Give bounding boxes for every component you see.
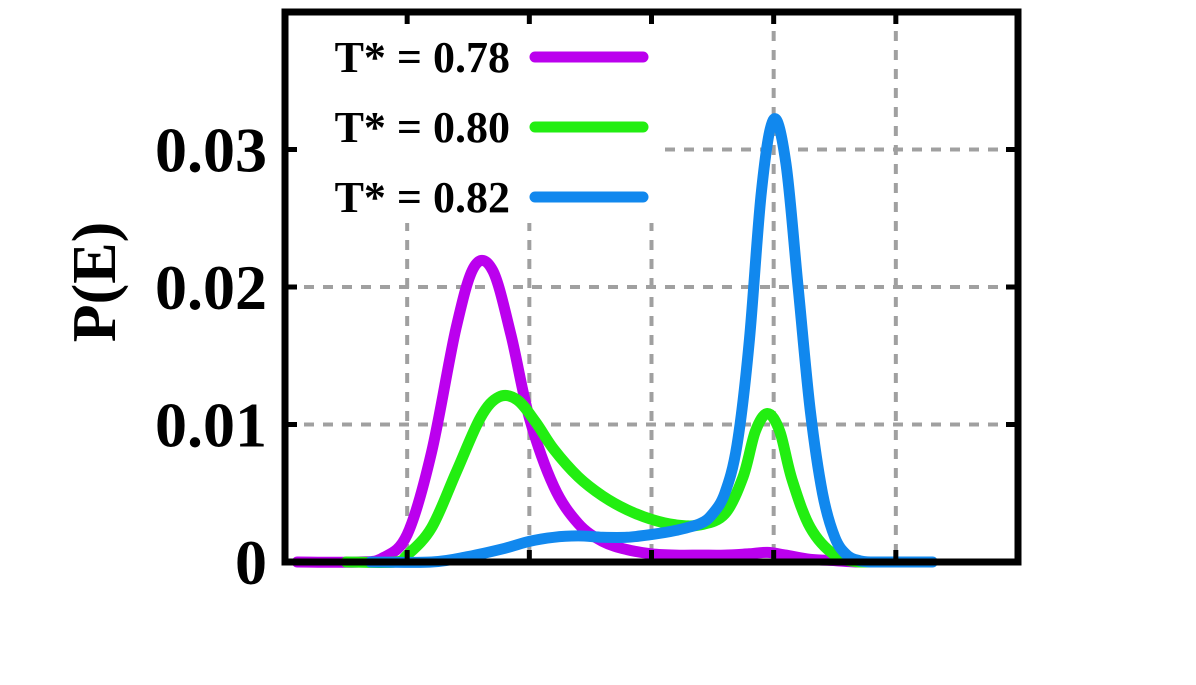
legend-label-1: T* = 0.78 [335,33,510,82]
y-tick-label: 0 [235,527,267,598]
legend-label-2: T* = 0.80 [335,103,510,152]
y-axis-label: P(E) [61,222,129,343]
legend: T* = 0.78 T* = 0.80 T* = 0.82 [291,18,661,223]
axis-labels: 0 0.01 0.02 0.03 [155,115,267,599]
series-line-2 [340,389,890,568]
series-lines [291,113,938,568]
y-tick-label: 0.02 [155,252,267,323]
series-line-3 [365,113,938,568]
y-tick-label: 0.03 [155,115,267,186]
axis-ticks [285,12,1018,565]
legend-label-3: T* = 0.82 [335,173,510,222]
y-tick-label: 0.01 [155,390,267,461]
